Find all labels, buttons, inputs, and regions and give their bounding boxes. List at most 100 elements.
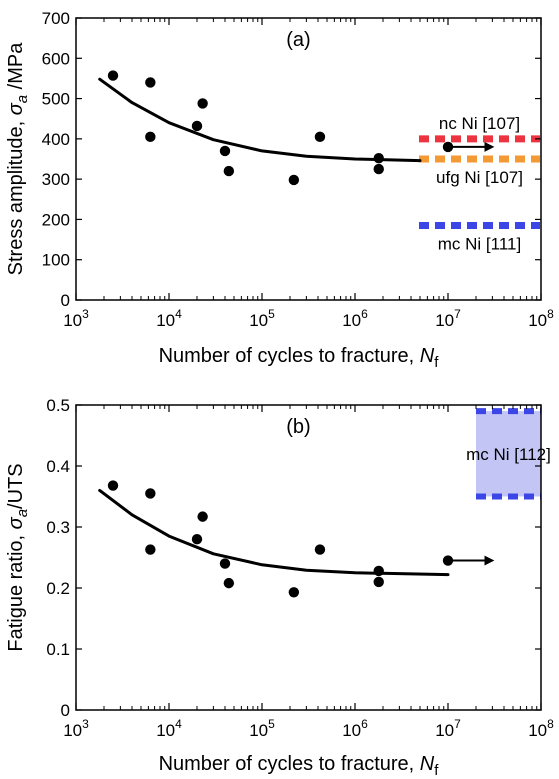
x-tick-label-4: 107	[435, 307, 461, 330]
x-axis-label-var: N	[420, 345, 435, 367]
y-tick-label-0: 0	[61, 701, 70, 720]
x-axis-label: Number of cycles to fracture, Nf	[159, 345, 440, 371]
y-tick-label-1: 0.1	[46, 640, 70, 659]
data-point-10	[373, 565, 384, 577]
trend-curve	[98, 77, 422, 163]
y-tick-label-3: 0.3	[46, 518, 70, 537]
x-tick-label-1: 104	[156, 717, 182, 740]
x-tick-exponent: 4	[175, 307, 182, 321]
data-point-8	[288, 174, 300, 186]
x-tick-base: 10	[435, 721, 454, 740]
trend-curve	[98, 488, 450, 577]
x-tick-base: 10	[528, 311, 547, 330]
y-axis-label-text: Fatigue ratio,	[5, 529, 27, 651]
y-tick-label-1: 100	[42, 251, 70, 270]
x-tick-label-4: 107	[435, 717, 461, 740]
data-point-7	[223, 577, 235, 589]
data-point-9	[314, 544, 326, 555]
y-tick-label-4: 0.4	[46, 457, 70, 476]
data-point-6	[219, 145, 231, 157]
y-tick-label-4: 400	[42, 130, 70, 149]
y-tick-label-5: 500	[42, 90, 70, 109]
x-tick-base: 10	[156, 721, 175, 740]
x-axis-label-sub: f	[434, 762, 439, 779]
y-axis-label-unit: /MPa	[5, 42, 27, 95]
reference-line-label-1: nc Ni [107]	[439, 114, 520, 133]
y-axis-label-sub: a	[14, 95, 31, 103]
x-tick-base: 10	[63, 721, 82, 740]
x-tick-base: 10	[342, 311, 361, 330]
data-point-5	[197, 511, 208, 522]
data-point-12	[442, 141, 454, 153]
x-tick-label-0: 103	[63, 717, 89, 740]
x-tick-base: 10	[435, 311, 454, 330]
reference-line-label-3: mc Ni [111]	[438, 234, 521, 253]
data-point-4	[191, 120, 203, 132]
x-tick-base: 10	[249, 721, 268, 740]
data-point-2	[145, 77, 156, 88]
y-axis-label-var: σ	[5, 516, 27, 529]
y-tick-label-6: 600	[42, 49, 70, 68]
panel-a-stress-amplitude: nc Ni [107] ufg Ni [107] mc Ni [111] 0 100 20…	[5, 9, 554, 371]
x-tick-label-2: 105	[249, 717, 275, 740]
y-tick-label-5: 0.5	[46, 396, 70, 415]
y-tick-label-2: 0.2	[46, 579, 70, 598]
data-point-4	[191, 534, 203, 545]
x-tick-exponent: 5	[268, 307, 275, 321]
x-tick-label-3: 106	[342, 307, 368, 330]
x-axis-label-text: Number of cycles to fracture,	[159, 753, 420, 775]
y-axis-label-var: σ	[5, 102, 27, 115]
x-tick-exponent: 7	[454, 717, 461, 731]
y-axis-label-text: Stress amplitude,	[5, 115, 27, 275]
x-tick-exponent: 4	[175, 717, 182, 731]
y-tick-label-2: 200	[42, 210, 70, 229]
x-tick-label-2: 105	[249, 307, 275, 330]
y-axis-label: Stress amplitude, σa /MPa	[5, 42, 31, 276]
x-tick-exponent: 7	[454, 307, 461, 321]
panel-label: (b)	[286, 416, 310, 438]
panel-label: (a)	[286, 29, 310, 51]
data-point-9	[314, 131, 326, 143]
data-point-11	[373, 576, 384, 588]
data-point-3	[145, 131, 156, 143]
data-point-5	[197, 98, 208, 109]
reference-line-label-2: ufg Ni [107]	[436, 168, 523, 187]
data-point-10	[373, 152, 384, 164]
y-tick-label-7: 700	[42, 9, 70, 28]
data-point-7	[223, 165, 235, 177]
reference-band-fill	[475, 411, 541, 497]
x-axis-label-var: N	[420, 753, 435, 775]
x-tick-label-3: 106	[342, 717, 368, 740]
plot-frame	[75, 404, 542, 711]
x-tick-base: 10	[156, 311, 175, 330]
x-tick-exponent: 5	[268, 717, 275, 731]
x-tick-exponent: 8	[547, 717, 554, 731]
x-tick-exponent: 3	[82, 717, 89, 731]
y-axis-label-sub: a	[14, 509, 31, 517]
data-point-3	[145, 544, 156, 555]
x-tick-base: 10	[63, 311, 82, 330]
data-point-12	[442, 555, 454, 566]
x-tick-exponent: 6	[361, 717, 368, 731]
y-axis-label: Fatigue ratio, σa/UTS	[5, 463, 31, 651]
x-tick-base: 10	[342, 721, 361, 740]
x-tick-exponent: 8	[547, 307, 554, 321]
x-tick-base: 10	[249, 311, 268, 330]
x-tick-exponent: 3	[82, 307, 89, 321]
x-tick-label-5: 108	[528, 717, 554, 740]
y-tick-label-0: 0	[61, 291, 70, 310]
y-tick-label-3: 300	[42, 170, 70, 189]
plot-frame	[75, 17, 542, 301]
data-point-6	[219, 558, 231, 569]
x-axis-label-text: Number of cycles to fracture,	[159, 345, 420, 367]
data-point-11	[373, 163, 384, 175]
reference-band-label: mc Ni [112]	[466, 445, 551, 464]
x-tick-label-5: 108	[528, 307, 554, 330]
data-point-2	[145, 488, 156, 499]
data-point-8	[288, 587, 300, 598]
x-axis-label-sub: f	[434, 354, 439, 371]
x-axis-label: Number of cycles to fracture, Nf	[159, 753, 440, 779]
data-point-1	[107, 70, 119, 81]
